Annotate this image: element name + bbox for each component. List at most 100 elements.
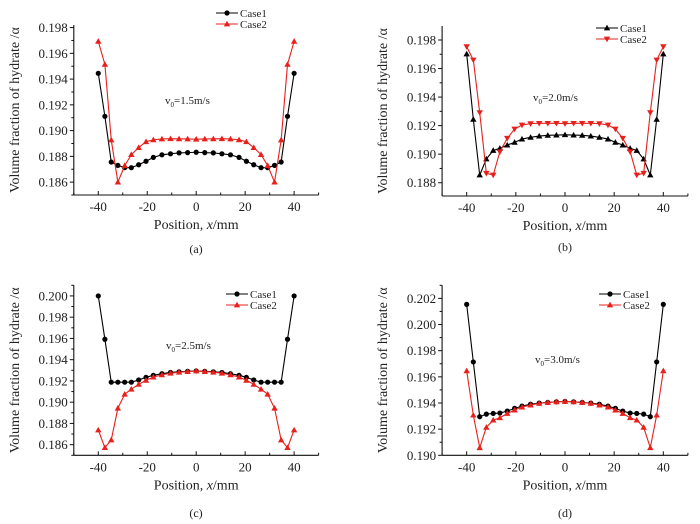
data-point-case2 <box>135 381 142 387</box>
data-point-case2 <box>647 110 654 116</box>
data-point-case2 <box>483 170 490 177</box>
data-point-case1 <box>660 50 667 57</box>
annotation-var: v <box>535 354 541 366</box>
data-point-case2 <box>290 426 298 433</box>
x-tick-label: 0 <box>562 200 569 215</box>
data-point-case2 <box>518 403 526 410</box>
data-point-case2 <box>483 424 490 430</box>
annotation-sub: 0 <box>539 98 543 106</box>
data-point-case1 <box>210 150 216 156</box>
data-point-case1 <box>159 152 165 158</box>
data-point-case2 <box>660 44 667 50</box>
data-point-case1 <box>202 150 208 156</box>
data-point-case2 <box>243 377 250 383</box>
x-tick-label: -20 <box>139 199 156 214</box>
y-tick-label: 0.202 <box>407 291 436 306</box>
data-point-case1 <box>634 410 640 417</box>
data-point-case2 <box>490 416 497 423</box>
y-tick-label: 0.194 <box>407 395 437 410</box>
annotation-var: v <box>166 340 172 352</box>
data-point-case2 <box>653 57 660 64</box>
series-line-case2 <box>466 46 664 176</box>
data-point-case2 <box>504 135 511 142</box>
data-point-case1 <box>561 131 569 138</box>
data-point-case1 <box>463 50 470 57</box>
y-tick-label: 0.198 <box>407 343 436 358</box>
x-axis-title: Position, x/mm <box>154 478 239 493</box>
data-point-case1 <box>284 113 291 119</box>
x-tick-label: -40 <box>458 200 475 215</box>
x-axis-title-var: x <box>575 219 583 234</box>
y-tick-label: 0.200 <box>407 317 436 332</box>
data-point-case2 <box>108 136 115 143</box>
series-line-case2 <box>466 370 664 450</box>
panel-caption: (d) <box>558 506 572 520</box>
data-point-case1 <box>227 152 234 158</box>
data-point-case2 <box>596 121 603 127</box>
data-point-case2 <box>647 444 654 451</box>
legend-label-case2: Case2 <box>240 19 267 31</box>
annotation-value: =1.5m/s <box>174 95 210 107</box>
x-tick-label: 20 <box>608 200 621 215</box>
y-tick-label: 0.190 <box>39 395 68 410</box>
data-point-case1 <box>102 113 108 119</box>
data-point-case2 <box>101 61 109 67</box>
data-point-case2 <box>150 136 157 143</box>
data-point-case2 <box>579 120 586 127</box>
data-point-case1 <box>128 165 134 171</box>
data-point-case2 <box>290 38 298 44</box>
data-point-case1 <box>535 132 543 139</box>
y-axis-title: Volume fraction of hydrate /α <box>376 27 391 193</box>
data-point-case1 <box>258 379 264 385</box>
data-point-case1 <box>527 134 534 140</box>
data-point-case2 <box>167 135 174 142</box>
data-point-case2 <box>504 410 511 416</box>
data-point-case2 <box>653 411 660 418</box>
x-axis-title: Position, x/mm <box>523 219 608 234</box>
y-tick-label: 0.198 <box>407 32 436 47</box>
chart-panel-d: -40 -20 0 20 40 0.190 0.192 0.194 0.196 0.198 0.20… <box>376 284 689 520</box>
data-point-case2 <box>518 122 526 129</box>
data-point-case1 <box>251 162 257 168</box>
data-point-case2 <box>626 414 634 421</box>
data-point-case2 <box>633 416 640 423</box>
data-point-case1 <box>271 162 278 168</box>
legend-marker-case2 <box>223 20 231 27</box>
data-point-case2 <box>227 135 234 142</box>
data-point-case2 <box>271 405 278 411</box>
data-point-case1 <box>108 159 114 165</box>
data-point-case2 <box>175 135 183 142</box>
data-point-case2 <box>470 57 477 64</box>
x-tick-label: -40 <box>90 199 107 214</box>
data-point-case2 <box>284 444 291 451</box>
data-point-case2 <box>626 149 634 155</box>
data-point-case2 <box>95 426 102 433</box>
y-tick-label: 0.200 <box>39 288 68 303</box>
data-point-case2 <box>271 178 278 185</box>
data-point-case1 <box>476 171 483 178</box>
data-point-case2 <box>604 403 612 410</box>
data-point-case2 <box>553 120 560 127</box>
x-tick-label: 40 <box>288 459 301 474</box>
velocity-annotation: v0=2.0m/s <box>533 92 578 106</box>
data-point-case1 <box>95 70 101 76</box>
y-tick-label: 0.196 <box>39 331 69 346</box>
annotation-sub: 0 <box>541 360 545 368</box>
data-point-case2 <box>463 367 470 374</box>
annotation-value: =3.0m/s <box>544 354 580 366</box>
y-tick-label: 0.198 <box>39 310 68 325</box>
data-point-case2 <box>175 369 183 375</box>
data-point-case2 <box>114 178 122 185</box>
x-tick-label: 40 <box>657 200 670 215</box>
legend-marker-case2 <box>606 301 614 308</box>
data-point-case1 <box>258 165 264 171</box>
data-point-case2 <box>128 386 135 392</box>
data-point-case1 <box>278 159 284 165</box>
velocity-annotation: v0=3.0m/s <box>535 354 580 368</box>
x-tick-label: -20 <box>507 200 524 215</box>
data-point-case2 <box>257 151 265 157</box>
panel-caption: (c) <box>189 506 202 520</box>
data-point-case1 <box>504 141 511 148</box>
data-point-case1 <box>108 379 114 385</box>
